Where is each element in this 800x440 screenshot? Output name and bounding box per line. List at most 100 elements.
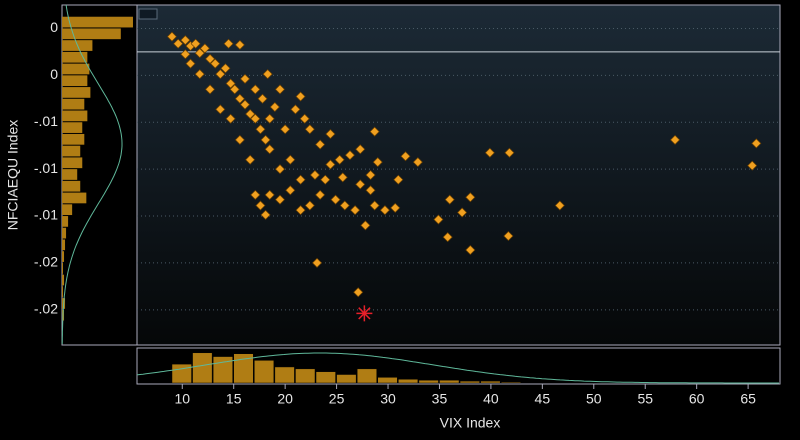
point <box>250 189 261 200</box>
point <box>275 84 285 95</box>
point <box>325 128 336 139</box>
x-fit-curve <box>136 352 779 384</box>
point <box>457 207 468 218</box>
x-tick-label: 55 <box>637 391 653 407</box>
point <box>220 63 231 74</box>
y-hist-bar <box>62 286 64 298</box>
point <box>355 144 366 155</box>
point <box>747 160 758 171</box>
point <box>339 200 350 211</box>
point <box>229 84 240 95</box>
point <box>304 124 315 135</box>
point <box>225 113 236 124</box>
point <box>355 179 366 190</box>
plot-area <box>136 4 781 346</box>
point <box>369 200 380 211</box>
point <box>393 174 404 185</box>
point <box>503 230 514 241</box>
point <box>180 49 191 60</box>
y-hist-bar <box>62 63 90 75</box>
y-axis-label: NFCIAEQU Index <box>5 120 21 230</box>
point <box>504 147 515 158</box>
point <box>260 209 271 220</box>
x-tick-label: 65 <box>740 391 756 407</box>
point <box>250 84 261 95</box>
point <box>365 185 376 196</box>
point <box>365 170 376 180</box>
point <box>484 147 495 158</box>
point <box>465 192 476 203</box>
point <box>285 154 296 165</box>
x-tick-label: 45 <box>535 391 551 407</box>
x-hist-bar <box>233 353 254 384</box>
point <box>295 91 306 102</box>
point <box>280 124 291 135</box>
x-hist-bar <box>356 368 377 384</box>
x-hist-bar <box>418 379 439 384</box>
y-hist-bar <box>62 227 67 239</box>
point <box>312 257 323 268</box>
point <box>350 205 361 216</box>
x-hist-bar <box>192 352 213 384</box>
y-hist-bar <box>62 239 66 251</box>
point <box>205 53 216 64</box>
x-tick-label: 60 <box>689 391 705 407</box>
point <box>264 144 275 155</box>
y-hist-bar <box>62 75 88 87</box>
x-hist-bar <box>398 378 419 384</box>
point <box>670 134 681 145</box>
point <box>255 124 266 135</box>
point <box>315 189 326 200</box>
x-hist-panel <box>136 347 781 385</box>
point <box>234 134 245 145</box>
point <box>320 174 331 185</box>
point <box>344 150 355 161</box>
y-hist-bar <box>62 192 87 204</box>
point <box>315 139 326 150</box>
point <box>412 157 423 168</box>
point <box>275 194 285 205</box>
y-hist-bar <box>62 251 65 262</box>
x-hist-bar <box>295 368 316 384</box>
point <box>264 113 275 124</box>
y-hist-bar <box>62 262 64 274</box>
point <box>180 35 191 46</box>
x-hist-bar <box>315 371 336 384</box>
point <box>194 48 205 59</box>
highlight-point <box>356 305 373 322</box>
x-tick-label: 50 <box>586 391 602 407</box>
y-hist-bar <box>62 87 91 98</box>
x-hist-bar <box>439 379 460 384</box>
point <box>234 39 245 50</box>
x-tick-label: 15 <box>226 391 242 407</box>
y-tick-label: 0 <box>50 19 58 35</box>
point <box>234 93 245 104</box>
point <box>215 69 226 80</box>
x-tick-label: 30 <box>380 391 396 407</box>
point <box>262 69 273 80</box>
point <box>379 205 390 216</box>
point <box>433 214 444 225</box>
point <box>250 113 261 124</box>
y-hist-bar <box>62 216 69 227</box>
point <box>465 245 476 256</box>
y-tick-label: -.01 <box>34 160 58 176</box>
x-hist-bar <box>274 366 295 384</box>
point <box>442 232 453 243</box>
y-hist-bar <box>62 145 81 157</box>
x-hist-bar <box>254 360 275 384</box>
point <box>269 102 280 112</box>
point <box>360 220 371 231</box>
point <box>173 38 184 49</box>
point <box>295 174 306 185</box>
point <box>245 154 256 165</box>
y-hist-bar <box>62 180 81 192</box>
y-hist-bar <box>62 110 88 122</box>
x-hist-bar <box>377 377 398 384</box>
point <box>260 134 271 145</box>
point <box>223 38 234 49</box>
y-hist-bar <box>62 169 78 180</box>
point <box>325 159 336 170</box>
point <box>334 154 345 165</box>
x-hist-bar <box>171 363 192 384</box>
